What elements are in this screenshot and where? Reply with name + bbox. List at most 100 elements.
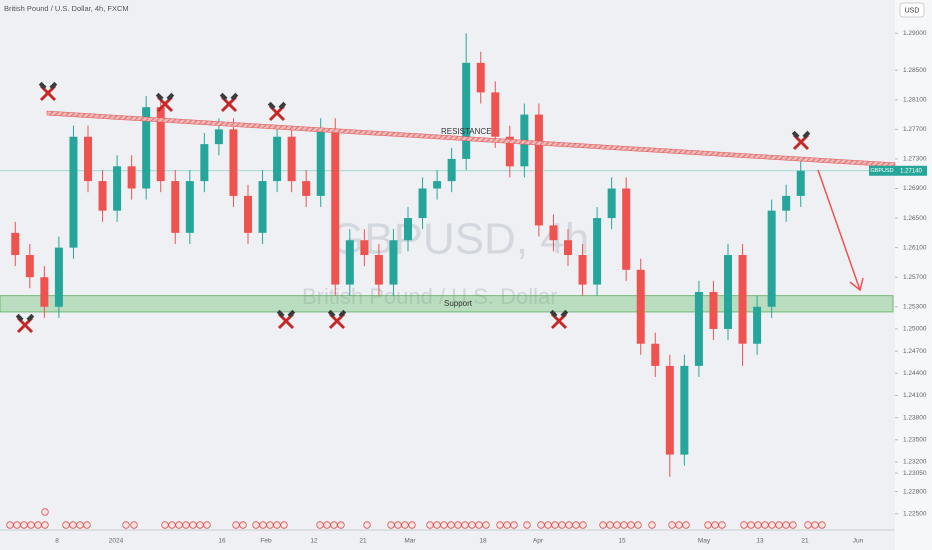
candle-body [200,144,209,182]
candle-body [171,181,180,233]
event-icon [468,521,476,529]
event-icon [668,521,676,529]
x-tick-label: 2024 [109,538,124,545]
event-icon [6,521,14,529]
event-icon [682,521,690,529]
candle-body [549,225,558,241]
event-icon [259,521,267,529]
candle-body [25,255,34,278]
y-tick-label: 1.26500 [903,215,927,222]
y-tick-label: 1.22500 [903,510,927,517]
event-icon [189,521,197,529]
candle-body [447,158,456,182]
event-icon [76,521,84,529]
event-icon [537,521,545,529]
x-tick-label: 16 [218,538,226,545]
event-icon [62,521,70,529]
candle-body [782,195,791,211]
event-icon [266,521,274,529]
candle-body [462,62,471,159]
x-tick-label: 13 [756,538,764,545]
y-tick-label: 1.24400 [903,370,927,377]
candle-body [607,188,616,219]
candle-body [433,181,442,189]
event-icon [316,521,324,529]
event-icon [454,521,462,529]
event-icon [182,521,190,529]
y-tick-label: 1.27700 [903,126,927,133]
candle-body [680,365,689,455]
x-tick-label: Jun [853,538,864,545]
event-icon [196,521,204,529]
candle-body [593,218,602,285]
currency-button-label[interactable]: USD [905,7,920,14]
currency-button[interactable] [899,2,925,18]
candle-body [244,195,252,233]
support-zone [0,295,894,313]
event-icon [811,521,819,529]
candle-body [796,170,805,196]
event-icon [675,521,683,529]
event-icon [426,521,434,529]
candle-body [98,181,107,211]
event-icon [252,521,260,529]
x-tick-label: Apr [533,538,544,545]
y-tick-label: 1.28100 [903,97,927,104]
candle-body [40,277,49,307]
event-icon [387,521,395,529]
candle-body [345,240,354,285]
event-icon [69,521,77,529]
event-icon [83,521,91,529]
event-icon [41,521,49,529]
event-icon [711,521,719,529]
candle-body [273,136,282,182]
x-tick-label: 21 [359,538,367,545]
event-icon [804,521,812,529]
x-tick-label: 21 [801,538,809,545]
candle-body [185,181,194,233]
candle-body [374,255,383,285]
price-axis-panel [895,0,932,550]
event-icon [461,521,469,529]
last-price-label: 1.27140 [900,168,922,174]
event-icon [613,521,621,529]
event-icon [740,521,748,529]
y-tick-label: 1.27300 [903,156,927,163]
x-tick-label: 15 [618,538,626,545]
candle-body [287,136,296,182]
y-tick-label: 1.23050 [903,470,927,477]
candle-body [84,136,92,182]
event-icon [239,521,247,529]
event-icon [27,521,35,529]
candle-body [229,129,238,196]
event-icon [565,521,573,529]
event-icon [572,521,580,529]
y-tick-label: 1.25700 [903,274,927,281]
candle-body [54,247,63,307]
y-tick-label: 1.29000 [903,30,927,37]
event-icon [273,521,281,529]
candle-body [564,240,572,256]
y-tick-label: 1.23200 [903,459,927,466]
x-tick-label: 12 [310,538,318,545]
forecast-arrow [817,169,861,291]
candle-body [724,255,732,329]
event-icon [551,521,559,529]
event-icon [330,521,338,529]
event-icon [482,521,490,529]
event-icon [503,521,511,529]
event-icon [34,521,42,529]
y-tick-label: 1.24700 [903,348,927,355]
event-icon [627,521,635,529]
event-icon [558,521,566,529]
x-tick-label: 8 [55,538,59,545]
candle-body [491,92,500,137]
event-icon [818,521,826,529]
forecast-arrow-head [849,277,864,292]
event-icon [648,521,656,529]
event-icon [606,521,614,529]
last-price-tag [895,165,927,176]
event-icon [761,521,769,529]
candle-body [476,62,485,93]
